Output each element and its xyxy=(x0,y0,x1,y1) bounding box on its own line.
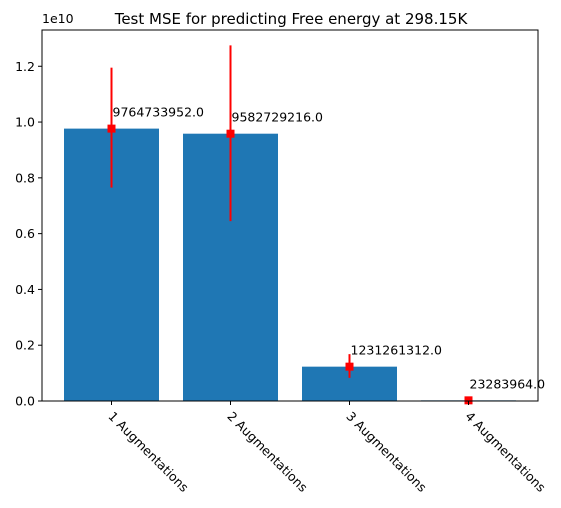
y-tick-label: 0.8 xyxy=(15,170,35,185)
error-marker xyxy=(107,124,116,133)
x-tick-label: 3 Augmentations xyxy=(343,409,429,495)
data-label: 9764733952.0 xyxy=(113,105,205,120)
data-labels-group: 9764733952.0 9582729216.0 1231261312.0 2328… xyxy=(113,105,546,392)
y-tick-label: 0.6 xyxy=(15,226,35,241)
data-label: 9582729216.0 xyxy=(232,110,324,125)
y-tick-label: 0.4 xyxy=(15,282,35,297)
y-tick-label: 0.2 xyxy=(15,338,35,353)
plot-frame xyxy=(41,29,539,402)
y-offset-label: 1e10 xyxy=(42,11,74,26)
error-marker xyxy=(464,396,473,405)
error-marker xyxy=(226,129,235,138)
y-tick-label: 1.0 xyxy=(15,115,35,130)
x-tick-label: 4 Augmentations xyxy=(462,409,548,495)
error-marker xyxy=(345,362,354,371)
bars-group xyxy=(64,128,516,402)
x-tick-label: 1 Augmentations xyxy=(105,409,191,495)
y-tick-label: 0.0 xyxy=(15,394,35,409)
error-bars-group xyxy=(107,45,473,405)
x-tick-label: 2 Augmentations xyxy=(224,409,310,495)
chart-title: Test MSE for predicting Free energy at 2… xyxy=(114,10,469,28)
data-label: 1231261312.0 xyxy=(351,343,443,358)
y-tick-label: 1.2 xyxy=(15,59,35,74)
data-label: 23283964.0 xyxy=(470,376,546,391)
